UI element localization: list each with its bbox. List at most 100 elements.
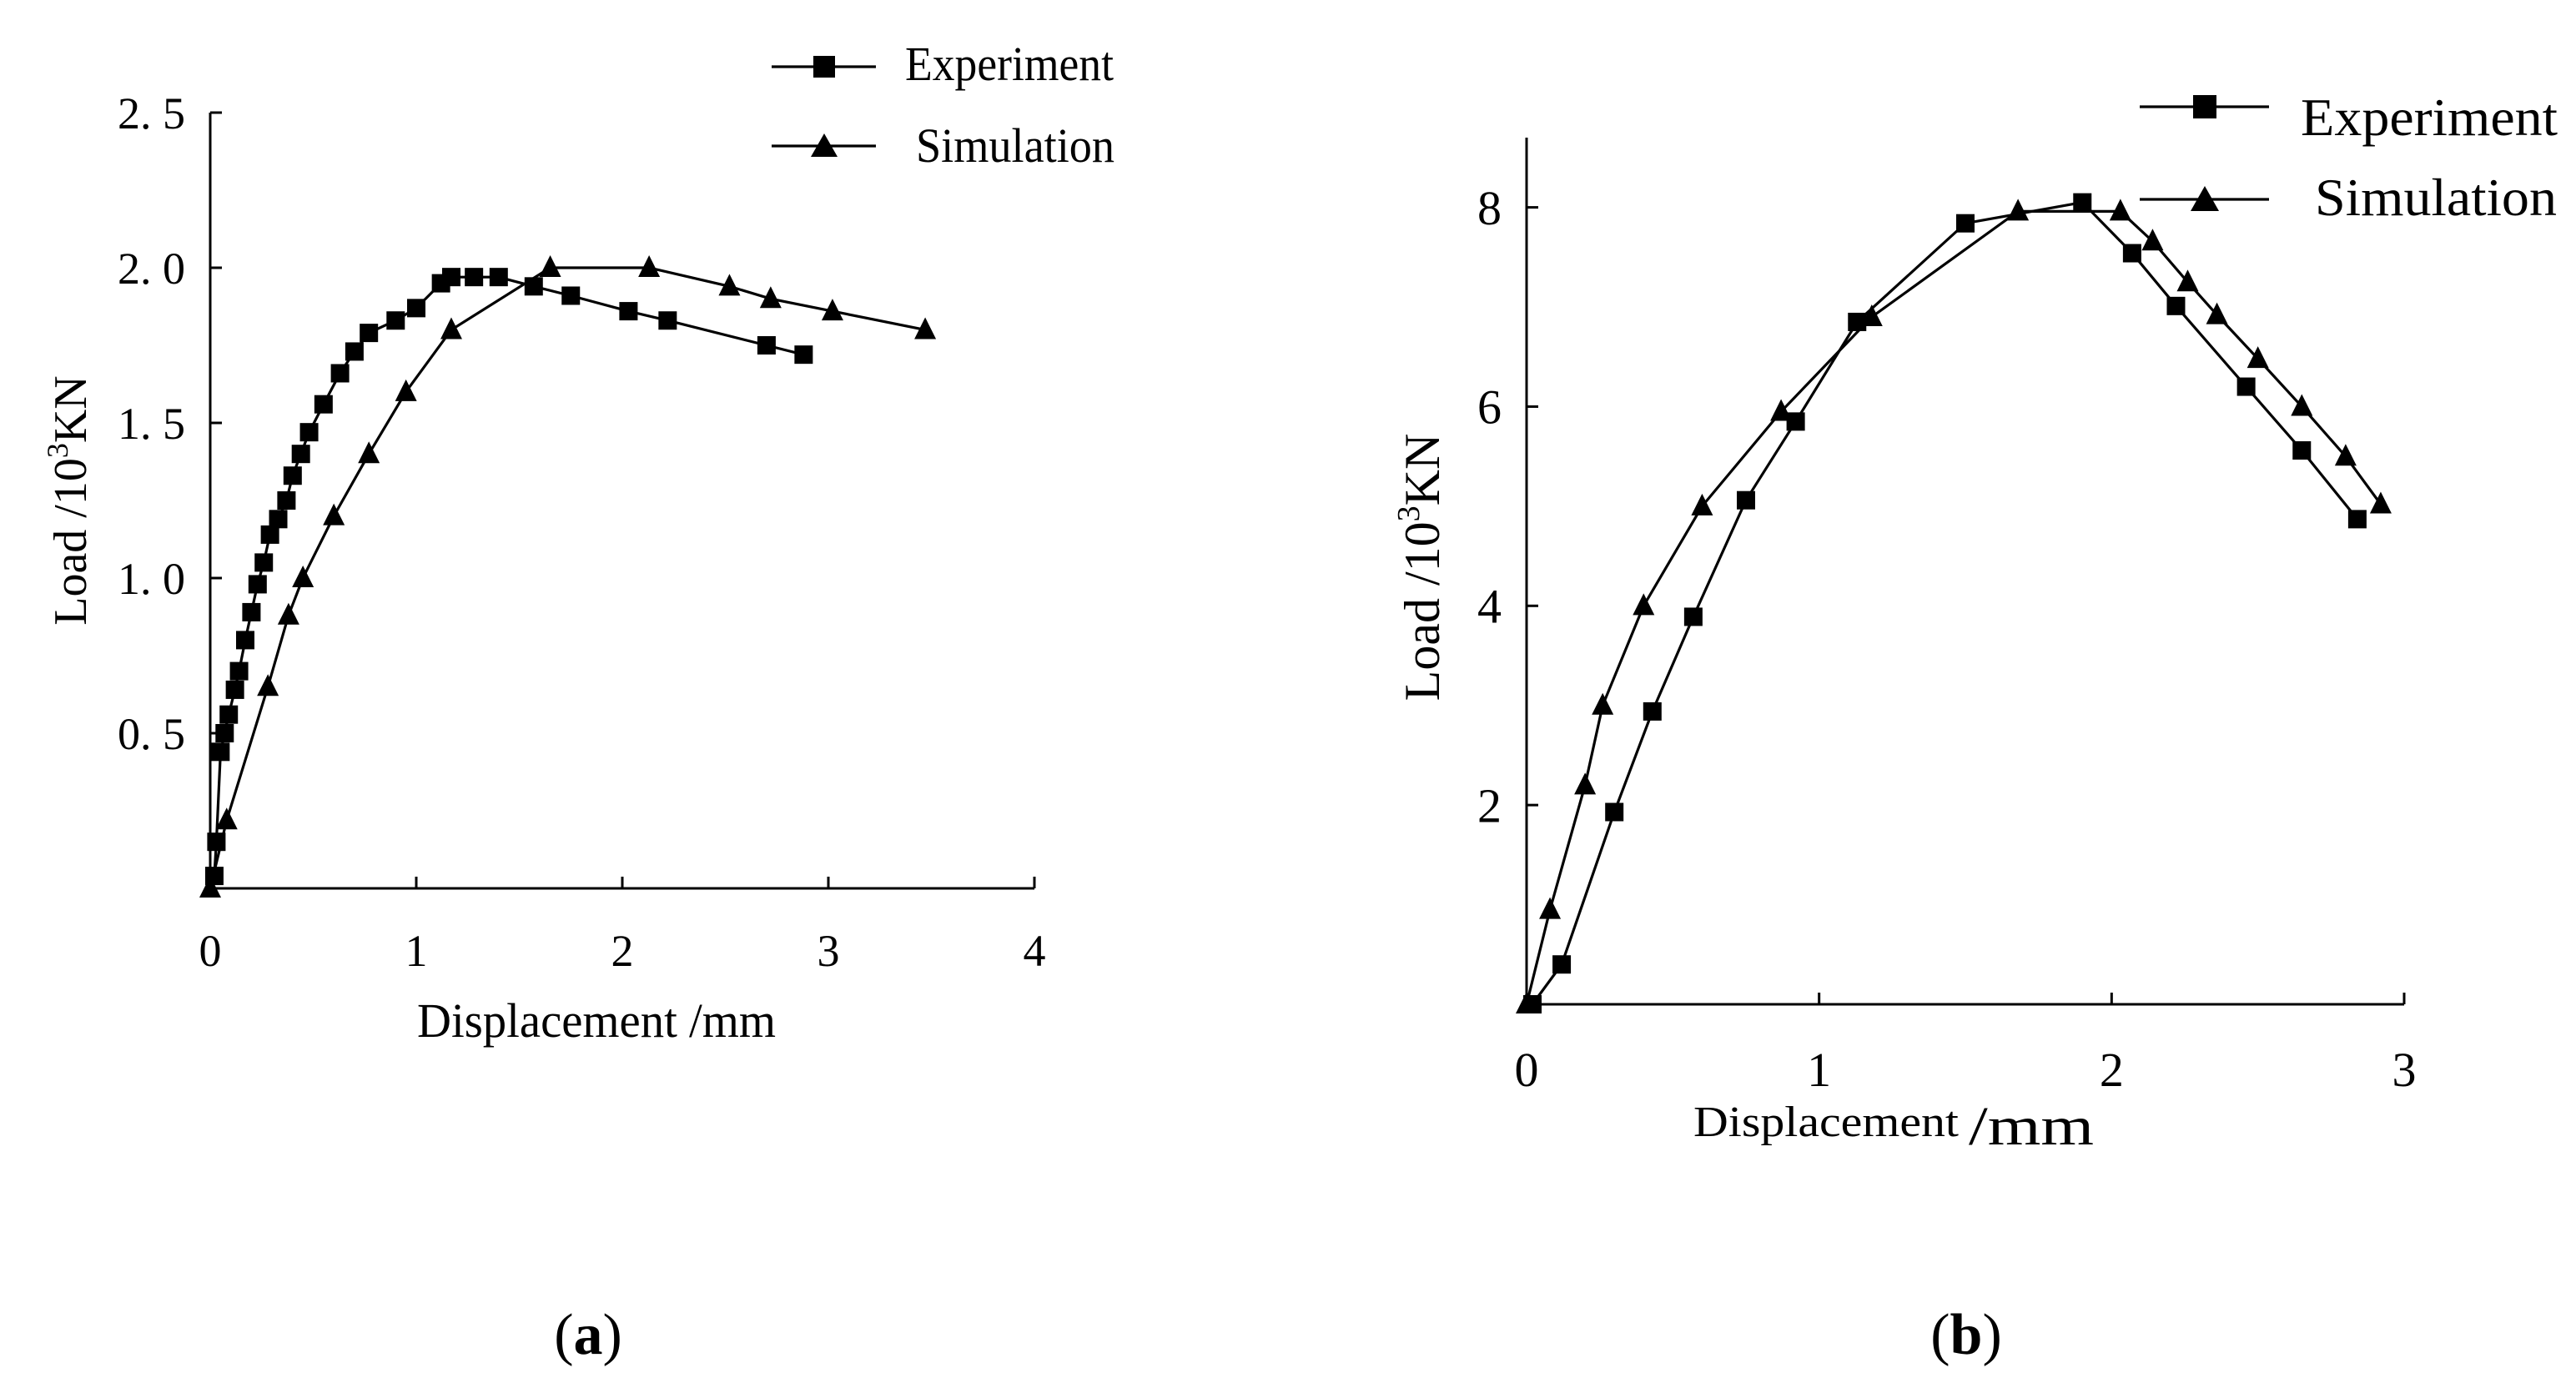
panel-b-legend-simulation-marker xyxy=(2191,186,2219,211)
panel-b-legend-simulation: Simulation xyxy=(2140,168,2557,227)
panel-a-legend-simulation-marker xyxy=(811,133,838,157)
panel-a-experiment-point xyxy=(211,742,230,762)
panel-a-experiment-point xyxy=(489,268,508,287)
panel-a-x-tick-label: 2 xyxy=(611,926,634,976)
panel-a-experiment-point xyxy=(330,364,350,383)
panel-a-experiment-point xyxy=(794,345,813,365)
panel-b-y-axis-label: Load /103KN xyxy=(1391,434,1450,702)
panel-a-simulation-point xyxy=(215,807,238,830)
panel-a-simulation-point xyxy=(323,503,345,526)
panel-a-experiment-point xyxy=(248,575,267,594)
panel-b-experiment-point xyxy=(2073,193,2092,212)
panel-b-x-tick-label: 2 xyxy=(2100,1043,2124,1097)
panel-b-experiment-point xyxy=(1737,490,1755,510)
panel-b-simulation-point xyxy=(1539,897,1562,919)
panel-a-experiment-point xyxy=(229,661,249,681)
panel-a-experiment-point xyxy=(283,466,302,485)
panel-a-experiment-point xyxy=(441,268,460,287)
panel-b-simulation-point xyxy=(1592,692,1614,715)
panel-b-simulation-point xyxy=(2176,269,2199,292)
panel-b-legend-simulation-label: Simulation xyxy=(2315,168,2557,227)
panel-a-experiment-point xyxy=(386,311,405,330)
panel-b-experiment-point xyxy=(2347,510,2367,529)
panel-b-experiment-point xyxy=(1956,214,1975,233)
panel-b-simulation-point xyxy=(2109,199,2131,221)
panel-a-y-axis-label-sup: 3 xyxy=(41,443,74,458)
panel-a-experiment-point xyxy=(561,286,581,305)
panel-b-y-axis-label-unit: KN xyxy=(1395,434,1450,506)
panel-b-simulation-point xyxy=(2141,229,2164,251)
panel-a-experiment-point xyxy=(407,299,425,318)
panel-b-x-axis-unit: /mm xyxy=(1969,1096,2094,1157)
panel-b-experiment-point xyxy=(2236,377,2256,396)
panel-a-simulation-line xyxy=(209,266,926,889)
panel-a-x-axis-label: Displacement /mm xyxy=(417,993,776,1048)
panel-a-experiment-point xyxy=(260,525,279,544)
panel-b-y-axis-label-sup: 3 xyxy=(1391,505,1426,521)
panel-b-legend-experiment: Experiment xyxy=(2140,88,2558,147)
panel-a-simulation-point xyxy=(638,255,661,278)
panel-b-x-tick-label: 0 xyxy=(1515,1043,1539,1097)
panel-a-x-tick-label: 3 xyxy=(818,926,840,976)
panel-a-experiment-point xyxy=(219,705,239,724)
panel-b-experiment-line xyxy=(1531,200,2359,1005)
panel-b-simulation-point xyxy=(2291,394,2313,416)
panel-b-simulation-point xyxy=(2369,491,2392,514)
panel-b-experiment-point xyxy=(2122,244,2141,263)
panel-b-experiment-point xyxy=(2166,296,2186,315)
panel-b-experiment-point xyxy=(1605,802,1624,822)
panel-a-y-tick-label: 2. 5 xyxy=(118,88,185,138)
panel-b-legend: Experiment Simulation xyxy=(2140,88,2558,227)
panel-a-simulation-point xyxy=(759,286,782,309)
panel-a-experiment-point xyxy=(345,342,364,361)
panel-a-legend-experiment-label: Experiment xyxy=(905,37,1114,91)
panel-b-experiment-point xyxy=(2292,440,2312,460)
panel-a-experiment-point xyxy=(291,445,310,464)
panel-b-ticks: 0 1 2 3 2 4 6 8 xyxy=(1477,181,2417,1097)
panel-b-simulation-point xyxy=(1516,992,1537,1014)
panel-a-simulation-point xyxy=(440,317,462,339)
panel-a-legend-experiment: Experiment xyxy=(772,37,1114,91)
panel-b-simulation-point xyxy=(2334,444,2357,466)
panel-a-experiment-point xyxy=(314,395,333,414)
panel-a-experiment-point xyxy=(299,423,319,442)
panel-b-experiment-point xyxy=(1552,955,1572,974)
panel-a-simulation-point xyxy=(277,602,299,625)
panel-b-simulation-point xyxy=(2206,302,2228,324)
panel-b-y-tick-label: 2 xyxy=(1477,778,1502,832)
panel-a-legend-simulation: Simulation xyxy=(772,118,1114,173)
panel-b-y-tick-label: 8 xyxy=(1477,181,1502,235)
panel-a-x-tick-label: 0 xyxy=(199,926,222,976)
panel-b-simulation-point xyxy=(1860,304,1883,327)
panel-a-experiment-point xyxy=(235,631,254,650)
panel-a-y-axis-label: Load /103KN xyxy=(41,375,97,626)
panel-b-legend-experiment-label: Experiment xyxy=(2301,88,2558,147)
panel-a-experiment-point xyxy=(215,724,234,742)
panel-b-simulation-point xyxy=(1574,772,1597,795)
panel-a: 0 1 2 3 4 0. 5 1. 0 1. 5 2. 0 2. 5 Displacement /… xyxy=(41,37,1114,1367)
panel-b-legend-experiment-marker xyxy=(2193,95,2216,118)
panel-a-experiment-point xyxy=(524,277,543,296)
panel-b-x-axis-label: Displacement xyxy=(1693,1099,1960,1146)
panel-b-caption-letter: b xyxy=(1950,1303,1983,1367)
panel-a-y-tick-label: 0. 5 xyxy=(118,709,185,759)
panel-a-y-tick-label: 1. 5 xyxy=(118,399,185,449)
panel-b-series xyxy=(1516,193,2392,1014)
panel-a-legend-simulation-label: Simulation xyxy=(916,118,1114,173)
panel-b-y-tick-label: 6 xyxy=(1477,380,1502,435)
panel-b-x-tick-label: 3 xyxy=(2392,1043,2417,1097)
panel-a-simulation-point xyxy=(257,674,279,697)
panel-b-simulation-point xyxy=(2007,199,2030,221)
panel-a-experiment-point xyxy=(269,510,288,529)
panel-a-y-axis-label-unit: KN xyxy=(45,375,97,443)
panel-a-simulation-point xyxy=(914,317,937,339)
panel-a-caption: (a) xyxy=(554,1303,622,1367)
panel-a-simulation-point xyxy=(292,566,314,588)
panel-b-simulation-line xyxy=(1525,209,2382,1005)
panel-a-experiment-point xyxy=(277,491,296,510)
panel-b-simulation-point xyxy=(2246,346,2269,369)
panel-a-caption-letter: a xyxy=(574,1303,603,1367)
